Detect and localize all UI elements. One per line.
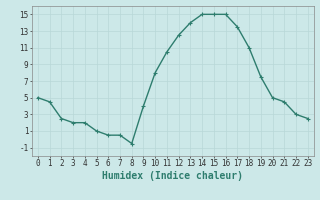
X-axis label: Humidex (Indice chaleur): Humidex (Indice chaleur) — [102, 171, 243, 181]
